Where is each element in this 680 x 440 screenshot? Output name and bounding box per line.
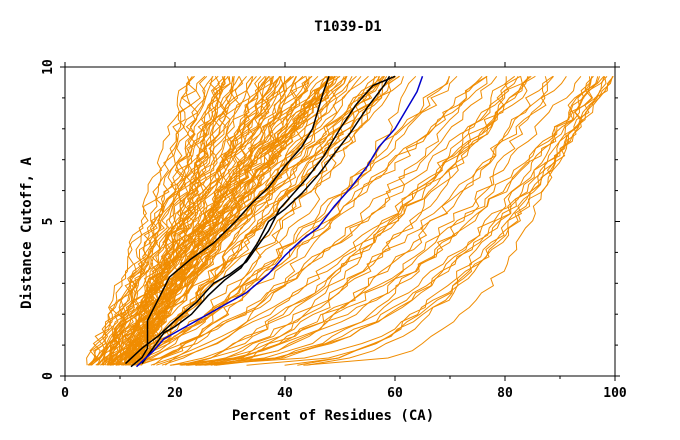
highlight-curve-blue (135, 76, 424, 368)
highlight-curve-black (124, 75, 396, 365)
model-curve (90, 75, 341, 366)
model-curve (153, 75, 488, 366)
chart-title: T1039-D1 (314, 19, 381, 35)
model-curve (87, 75, 195, 366)
model-curve (109, 75, 197, 366)
model-curve (119, 76, 240, 366)
x-tick-label: 80 (497, 386, 513, 401)
highlight-curves (124, 75, 424, 368)
y-tick-label: 0 (41, 372, 56, 380)
model-curve (109, 76, 498, 366)
model-curve (125, 75, 257, 366)
model-curve (215, 75, 582, 366)
x-axis-label: Percent of Residues (CA) (232, 408, 434, 424)
y-tick-label: 5 (41, 218, 56, 226)
model-curve (138, 76, 388, 366)
model-curve (122, 75, 313, 366)
model-curve (161, 75, 417, 366)
model-curve (127, 75, 362, 366)
model-curve (134, 75, 521, 366)
model-curve (164, 76, 380, 366)
model-curve (115, 76, 488, 366)
x-tick-label: 0 (61, 386, 69, 401)
model-curve (96, 76, 191, 366)
model-curve (210, 75, 554, 366)
model-curve (214, 76, 614, 366)
model-curves (86, 75, 614, 366)
x-tick-label: 60 (387, 386, 403, 401)
model-curve (133, 75, 281, 366)
x-tick-label: 100 (603, 386, 627, 401)
x-tick-label: 40 (277, 386, 293, 401)
model-curve (150, 75, 532, 366)
model-curve (115, 76, 376, 366)
model-curve (195, 76, 599, 366)
model-curve (246, 75, 594, 366)
axis-ticks: 0 20 40 60 80 100 0 5 10 (41, 59, 627, 401)
model-curve (133, 75, 253, 366)
model-curve (140, 76, 450, 366)
model-curve (156, 75, 530, 366)
model-curve (200, 76, 519, 366)
model-curve (122, 76, 232, 366)
model-curve (138, 76, 339, 366)
model-curve (89, 76, 254, 366)
model-curve (124, 75, 488, 366)
model-curve (97, 75, 337, 366)
model-curve (186, 75, 608, 366)
model-curve (122, 75, 400, 366)
highlight-curve-black (130, 76, 330, 368)
x-tick-label: 20 (167, 386, 183, 401)
model-curve (121, 75, 458, 366)
model-curve (204, 76, 613, 366)
model-curve (185, 76, 523, 366)
highlight-curve-black (141, 75, 391, 365)
model-curve (87, 75, 313, 366)
y-axis-label: Distance Cutoff, A (19, 157, 35, 309)
model-curve (89, 76, 225, 366)
model-curve (86, 76, 270, 366)
y-tick-label: 10 (41, 59, 56, 75)
model-curve (186, 75, 536, 366)
model-curve (122, 75, 348, 366)
model-curve (117, 76, 310, 366)
model-curve (215, 75, 554, 366)
model-curve (136, 75, 270, 366)
model-curve (141, 76, 353, 366)
model-curve (202, 76, 507, 366)
model-curve (306, 76, 601, 366)
